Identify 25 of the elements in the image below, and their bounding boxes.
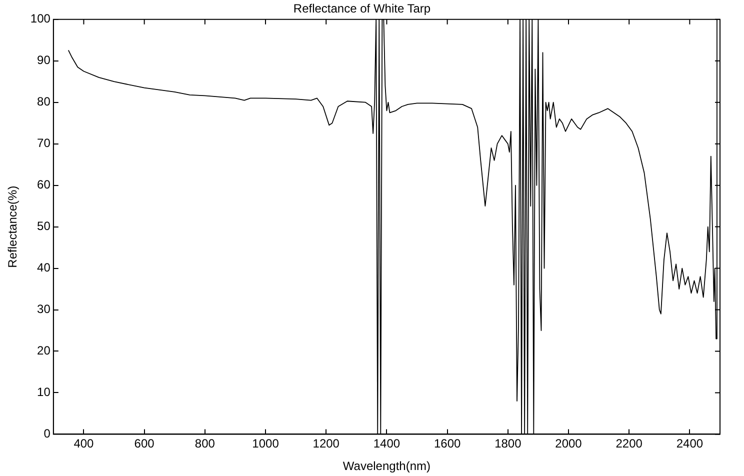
x-tick-label: 1200: [312, 436, 340, 451]
y-tick-label: 70: [37, 136, 51, 150]
y-tick-label: 80: [37, 94, 51, 109]
x-tick-label: 2000: [555, 436, 582, 451]
y-tick-label: 40: [37, 260, 51, 275]
y-tick-label: 30: [37, 302, 51, 316]
y-tick-label: 60: [37, 178, 51, 192]
x-axis-title: Wavelength(nm): [342, 459, 431, 474]
x-tick-label: 1400: [373, 436, 400, 451]
x-tick-label: 1000: [252, 436, 280, 451]
y-axis-title: Reflectance(%): [6, 186, 20, 268]
x-tick-label: 400: [74, 436, 94, 451]
x-tick-label: 800: [194, 436, 216, 451]
x-tick-label: 1800: [494, 436, 522, 451]
y-tick-label: 20: [37, 344, 51, 358]
x-tick-label: 1600: [434, 436, 461, 451]
y-tick-label: 50: [37, 219, 51, 234]
x-tick-label: 2200: [616, 436, 643, 451]
x-tick-label: 2400: [676, 436, 704, 451]
y-tick-label: 0: [44, 426, 51, 441]
y-tick-label: 10: [37, 385, 51, 400]
y-tick-label: 100: [30, 12, 51, 26]
y-tick-label: 90: [37, 53, 51, 68]
chart-title: Reflectance of White Tarp: [293, 2, 431, 16]
x-tick-label: 600: [134, 436, 155, 451]
